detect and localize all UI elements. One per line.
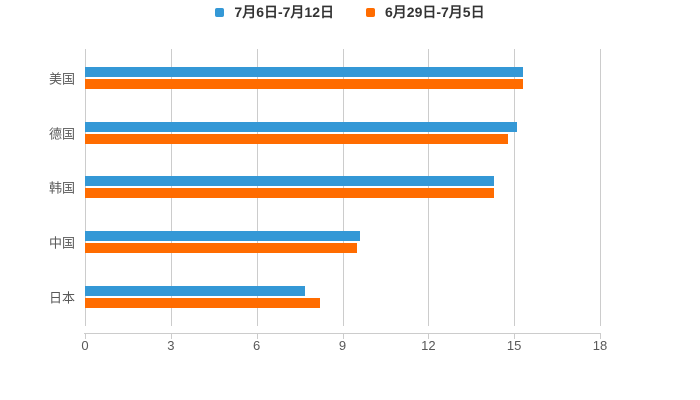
x-axis-tick-label: 15 <box>506 338 522 353</box>
x-axis-tick <box>600 333 601 339</box>
bar-中国-series-1 <box>85 243 357 254</box>
x-axis-line <box>84 333 601 334</box>
bar-日本-series-1 <box>85 297 320 308</box>
legend-label: 6月29日-7月5日 <box>385 4 485 20</box>
gridline-x-9 <box>342 49 344 326</box>
bar-韩国-series-1 <box>85 188 495 199</box>
legend-label: 7月6日-7月12日 <box>234 4 334 20</box>
y-axis-category-label: 美国 <box>48 71 75 87</box>
y-axis-category-label: 日本 <box>48 290 75 306</box>
bar-德国-series-1 <box>85 133 509 144</box>
gridline-x-15 <box>514 49 516 326</box>
bar-日本-series-0 <box>85 285 306 296</box>
bar-德国-series-0 <box>85 121 518 132</box>
legend-item-series-1[interactable]: 6月29日-7月5日 <box>366 3 485 21</box>
x-axis-tick <box>256 333 258 339</box>
x-axis-tick <box>85 333 86 339</box>
gridline-x-6 <box>256 49 258 326</box>
bar-中国-series-0 <box>85 231 360 242</box>
gridline-x-18 <box>600 49 601 326</box>
legend-marker-icon <box>215 7 225 17</box>
x-axis-tick-label: 12 <box>421 338 436 353</box>
x-axis-tick-label: 3 <box>167 338 175 353</box>
x-axis-tick-label: 9 <box>338 338 347 353</box>
x-axis-tick-label: 18 <box>592 338 608 353</box>
x-axis-tick-label: 6 <box>253 338 261 353</box>
y-axis-category-label: 中国 <box>48 235 75 251</box>
x-axis-tick <box>342 333 344 339</box>
x-axis-tick-label: 0 <box>81 338 89 353</box>
gridline-x-12 <box>428 49 430 326</box>
legend-item-series-0[interactable]: 7月6日-7月12日 <box>215 3 334 21</box>
y-axis-category-label: 韩国 <box>48 180 75 196</box>
x-axis-tick <box>170 333 172 339</box>
legend-marker-icon <box>366 7 375 17</box>
gridline-x-0 <box>85 49 86 326</box>
gridline-x-3 <box>170 49 172 326</box>
x-axis-tick <box>428 333 430 339</box>
bar-美国-series-0 <box>85 67 523 77</box>
bar-美国-series-1 <box>85 79 523 89</box>
legend: 7月6日-7月12日 6月29日-7月5日 <box>0 3 700 21</box>
x-axis-tick <box>514 333 516 339</box>
y-axis-category-label: 德国 <box>48 126 75 142</box>
bar-韩国-series-0 <box>85 176 495 187</box>
